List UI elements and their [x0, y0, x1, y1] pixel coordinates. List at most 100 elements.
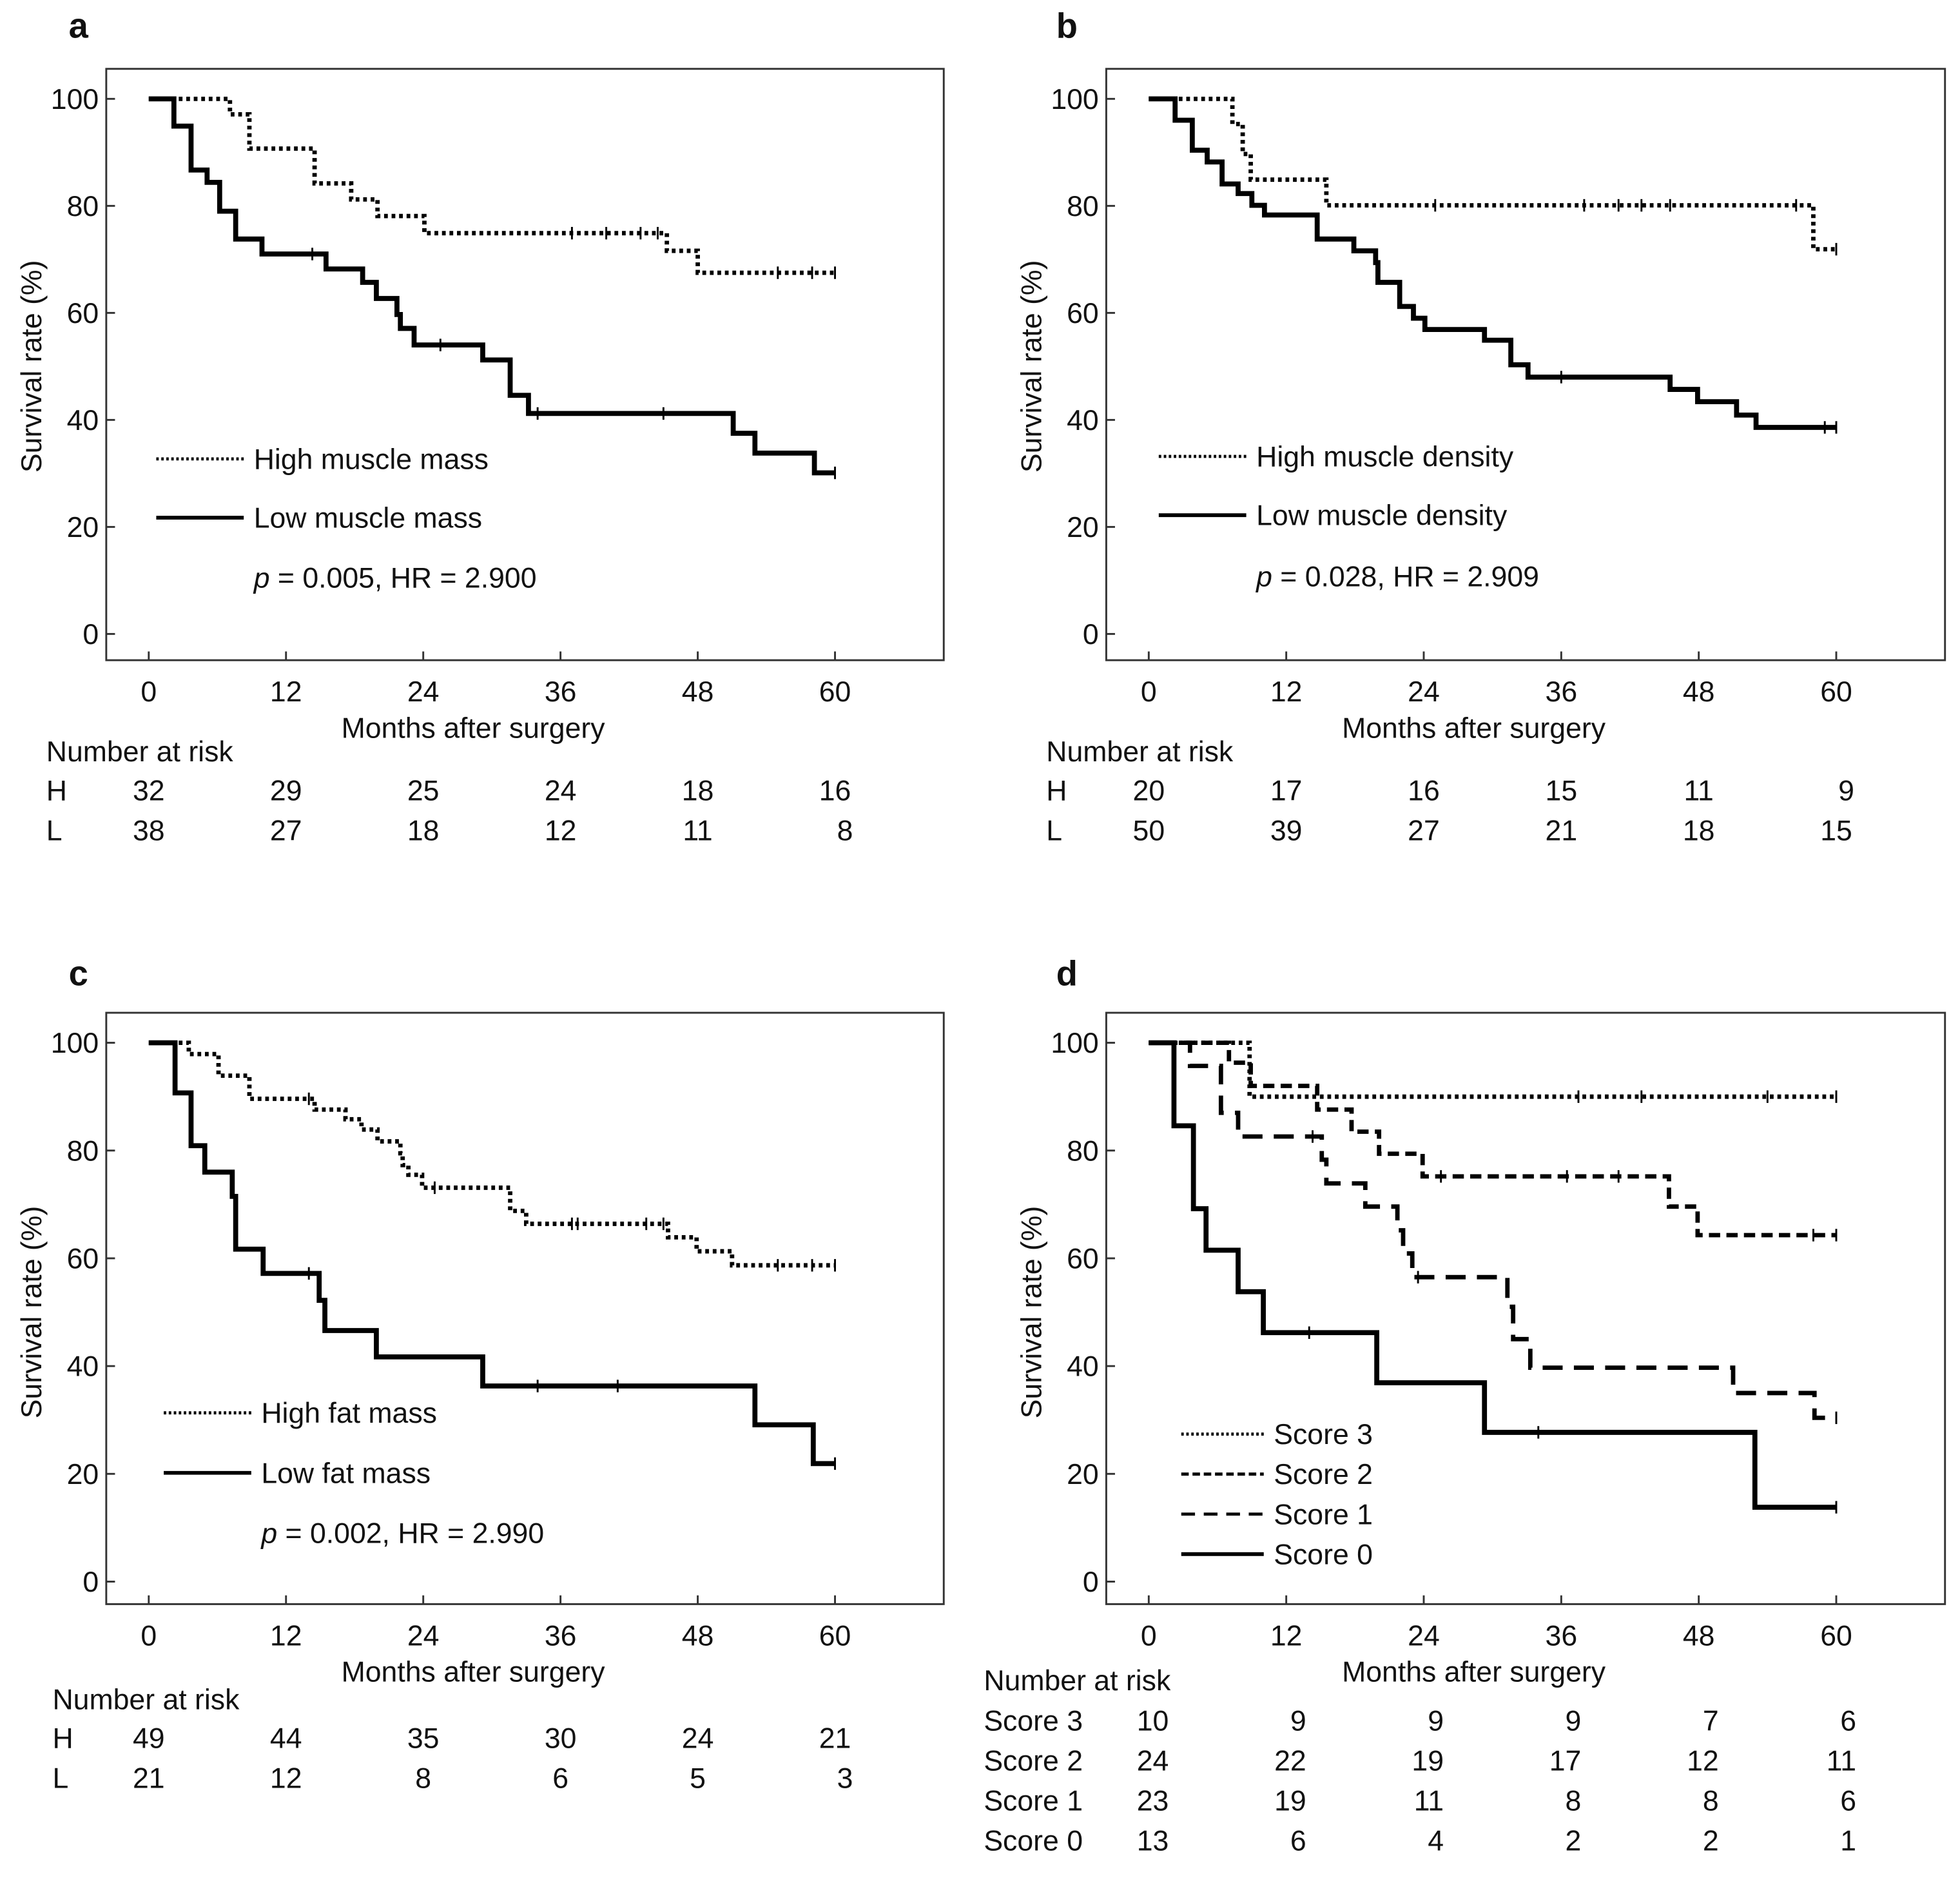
- risk-count: 11: [1827, 1745, 1856, 1777]
- x-tick-label: 60: [819, 1620, 851, 1652]
- risk-count: 23: [1137, 1785, 1169, 1817]
- risk-count: 6: [552, 1762, 568, 1794]
- risk-count: 2: [1703, 1825, 1719, 1857]
- panel-label: c: [69, 953, 88, 993]
- x-tick-label: 24: [407, 676, 440, 708]
- panel-label: d: [1056, 953, 1078, 993]
- risk-count: 27: [1408, 815, 1440, 846]
- risk-row-label: Score 0: [984, 1825, 1083, 1857]
- x-tick-label: 0: [1141, 676, 1157, 708]
- p-value-annotation: p = 0.028, HR = 2.909: [1255, 561, 1539, 593]
- x-tick-label: 24: [1408, 1620, 1440, 1652]
- y-tick-label: 60: [67, 1243, 99, 1274]
- risk-count: 44: [270, 1722, 302, 1754]
- legend-label: Low muscle mass: [254, 503, 482, 534]
- p-value-text: = 0.002, HR = 2.990: [277, 1517, 544, 1549]
- x-axis-label: Months after surgery: [1342, 1657, 1606, 1688]
- risk-count: 50: [1133, 815, 1165, 846]
- risk-count: 12: [1687, 1745, 1719, 1777]
- x-tick-label: 12: [1270, 1620, 1303, 1652]
- risk-count: 8: [837, 815, 853, 846]
- plot-frame: [105, 68, 945, 661]
- risk-count: 2: [1566, 1825, 1582, 1857]
- risk-count: 9: [1290, 1705, 1306, 1737]
- risk-count: 39: [1270, 815, 1303, 846]
- risk-row-label: H: [46, 775, 67, 806]
- x-tick-label: 60: [1820, 676, 1852, 708]
- risk-row-label: L: [1046, 815, 1062, 846]
- risk-count: 3: [837, 1762, 853, 1794]
- risk-table-title: Number at risk: [46, 736, 234, 768]
- risk-count: 25: [407, 775, 440, 806]
- risk-row-label: L: [46, 815, 63, 846]
- risk-row-label: L: [52, 1762, 68, 1794]
- y-axis-label: Survival rate (%): [16, 1206, 48, 1419]
- y-axis-label: Survival rate (%): [1016, 260, 1048, 473]
- risk-count: 16: [1408, 775, 1440, 806]
- plot-frame: [1105, 68, 1946, 661]
- risk-count: 27: [270, 815, 302, 846]
- y-tick-label: 60: [67, 298, 99, 329]
- survival-curve-low-muscle-mass: [148, 96, 835, 476]
- p-symbol: p: [260, 1517, 277, 1549]
- risk-count: 1: [1840, 1825, 1856, 1857]
- risk-count: 12: [270, 1762, 302, 1794]
- p-symbol: p: [253, 563, 270, 594]
- y-axis-label: Survival rate (%): [1016, 1206, 1048, 1419]
- y-axis-label: Survival rate (%): [16, 260, 48, 473]
- legend-label: Score 1: [1274, 1499, 1373, 1530]
- risk-count: 32: [133, 775, 165, 806]
- legend-label: High fat mass: [261, 1398, 437, 1429]
- risk-count: 15: [1546, 775, 1578, 806]
- y-tick-label: 40: [67, 1351, 99, 1383]
- legend-label: Low muscle density: [1256, 500, 1508, 532]
- y-tick-label: 100: [1051, 1028, 1098, 1059]
- risk-count: 16: [819, 775, 851, 806]
- risk-count: 38: [133, 815, 165, 846]
- risk-count: 6: [1290, 1825, 1306, 1857]
- risk-count: 18: [682, 775, 714, 806]
- panel-label: b: [1056, 6, 1078, 45]
- p-value-annotation: p = 0.002, HR = 2.990: [260, 1517, 544, 1549]
- risk-count: 8: [415, 1762, 431, 1794]
- survival-curve-score-0: [1149, 1040, 1836, 1510]
- survival-curve-high-muscle-density: [1149, 96, 1836, 251]
- y-tick-label: 20: [1067, 1459, 1099, 1490]
- risk-count: 13: [1137, 1825, 1169, 1857]
- risk-count: 8: [1566, 1785, 1582, 1817]
- p-value-text: = 0.005, HR = 2.900: [270, 563, 537, 594]
- risk-count: 19: [1274, 1785, 1306, 1817]
- risk-count: 15: [1820, 815, 1852, 846]
- panel-label: a: [69, 6, 89, 45]
- plot-frame: [1105, 1011, 1946, 1605]
- y-tick-label: 0: [1083, 619, 1099, 650]
- risk-count: 24: [545, 775, 577, 806]
- y-tick-label: 100: [51, 84, 99, 115]
- risk-table-title: Number at risk: [1046, 736, 1234, 768]
- risk-count: 7: [1703, 1705, 1719, 1737]
- y-tick-label: 0: [82, 1566, 99, 1598]
- x-tick-label: 60: [1820, 1620, 1852, 1652]
- x-axis-label: Months after surgery: [342, 712, 606, 744]
- x-tick-label: 60: [819, 676, 851, 708]
- survival-curve-low-muscle-density: [1149, 96, 1836, 430]
- x-tick-label: 24: [407, 1620, 440, 1652]
- risk-row-label: H: [52, 1722, 73, 1754]
- y-tick-label: 80: [1067, 1135, 1099, 1167]
- y-tick-label: 100: [51, 1028, 99, 1059]
- risk-table-title: Number at risk: [52, 1684, 240, 1715]
- risk-count: 21: [1546, 815, 1578, 846]
- risk-count: 18: [1683, 815, 1715, 846]
- risk-count: 11: [683, 815, 712, 846]
- y-tick-label: 20: [1067, 512, 1099, 543]
- risk-count: 12: [545, 815, 577, 846]
- x-tick-label: 12: [270, 676, 302, 708]
- y-tick-label: 20: [67, 1459, 99, 1490]
- p-symbol: p: [1255, 561, 1272, 593]
- y-tick-label: 100: [1051, 84, 1098, 115]
- risk-count: 5: [690, 1762, 706, 1794]
- y-tick-label: 40: [1067, 1351, 1099, 1383]
- y-tick-label: 80: [67, 1135, 99, 1167]
- legend-label: Score 0: [1274, 1539, 1373, 1570]
